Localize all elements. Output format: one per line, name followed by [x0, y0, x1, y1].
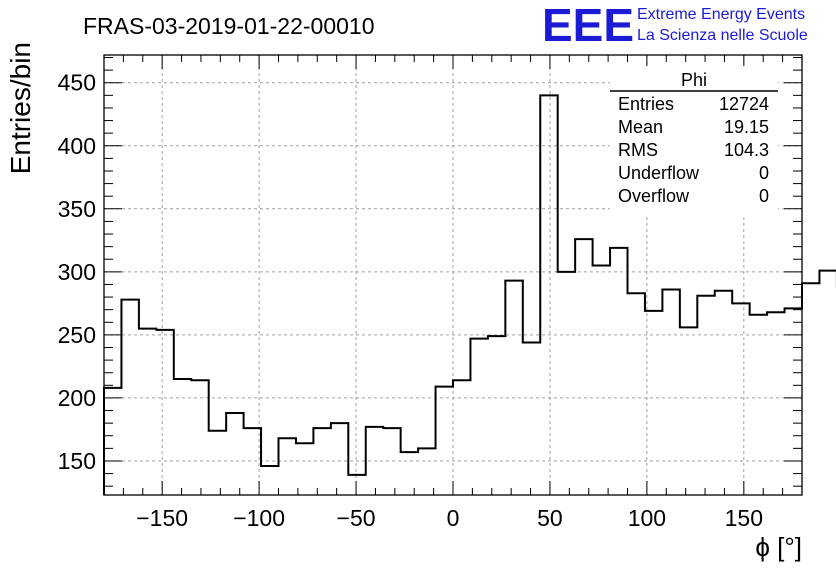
axis-ticks — [103, 55, 803, 495]
histogram-bin — [505, 281, 522, 495]
histogram-bin — [436, 387, 453, 495]
histogram-bin — [174, 379, 191, 495]
histogram-bin — [645, 311, 662, 495]
y-tick-label: 350 — [58, 196, 96, 222]
histogram-bin — [244, 428, 261, 495]
stats-row-value: 19.15 — [724, 117, 769, 137]
x-tick-label: −100 — [233, 505, 285, 531]
x-tick-label: 100 — [628, 505, 666, 531]
y-tick-label: 450 — [58, 70, 96, 96]
stats-row-value: 12724 — [719, 94, 769, 114]
histogram-bin — [470, 339, 487, 495]
histogram-bin — [121, 300, 138, 495]
histogram-bin — [209, 431, 226, 495]
histogram-bin — [331, 423, 348, 495]
histogram-bin — [366, 427, 383, 495]
eee-logo-line2: La Scienza nelle Scuole — [637, 27, 808, 44]
histogram-bin — [732, 303, 749, 495]
histogram-bin — [313, 428, 330, 495]
stats-row-value: 0 — [759, 163, 769, 183]
histogram-bin — [662, 289, 679, 495]
y-tick-label: 150 — [58, 448, 96, 474]
histogram-bin — [750, 315, 767, 495]
stats-row-label: Mean — [618, 117, 663, 137]
eee-logo-letters: EEE — [542, 0, 634, 51]
histogram-bin — [279, 438, 296, 495]
histogram-bin — [261, 466, 278, 495]
histogram-bin — [680, 327, 697, 495]
histogram-bin — [575, 239, 592, 495]
x-tick-label: −150 — [136, 505, 188, 531]
x-tick-labels: −150 −100 −50 0 50 100 150 — [136, 505, 763, 531]
y-tick-label: 250 — [58, 322, 96, 348]
histogram-bin — [296, 443, 313, 495]
y-tick-label: 400 — [58, 133, 96, 159]
histogram-bin — [715, 291, 732, 495]
x-tick-label: 50 — [537, 505, 563, 531]
histogram-bin — [610, 248, 627, 495]
stats-row-label: Underflow — [618, 163, 700, 183]
histogram-bin — [558, 272, 575, 495]
histogram-bin — [104, 388, 121, 495]
histogram-bin — [418, 448, 435, 495]
histogram-bin — [488, 336, 505, 495]
histogram-bin — [593, 266, 610, 495]
histogram-bin — [383, 428, 400, 495]
histogram-bin — [191, 380, 208, 495]
x-tick-label: 0 — [447, 505, 460, 531]
histogram-line — [103, 94, 836, 495]
histogram-bin — [226, 413, 243, 495]
x-tick-label: 150 — [725, 505, 763, 531]
histogram-bin — [156, 330, 173, 495]
histogram-bin — [802, 283, 819, 495]
y-tick-labels: 150 200 250 300 350 400 450 — [58, 70, 96, 474]
stats-row-label: RMS — [618, 140, 658, 160]
y-tick-label: 300 — [58, 259, 96, 285]
stats-row-value: 0 — [759, 186, 769, 206]
histogram-bin — [401, 452, 418, 495]
stats-rows: Entries 12724 Mean 19.15 RMS 104.3 Underflow 0 O… — [618, 94, 769, 206]
stats-row-label: Entries — [618, 94, 674, 114]
eee-logo: EEE Extreme Energy Events La Scienza nel… — [542, 0, 808, 51]
stats-row-value: 104.3 — [724, 140, 769, 160]
stats-box-title: Phi — [681, 70, 707, 90]
histogram-bin — [523, 342, 540, 495]
histogram-bin — [139, 329, 156, 495]
y-axis-title: Entries/bin — [5, 42, 36, 174]
x-tick-label: −50 — [337, 505, 376, 531]
grid-lines — [104, 55, 802, 495]
histogram-bin — [697, 296, 714, 495]
histogram-bin — [348, 475, 365, 495]
y-tick-label: 200 — [58, 385, 96, 411]
x-axis-title: ϕ [°] — [755, 532, 802, 562]
histogram-bin — [785, 308, 802, 495]
histogram-bin — [540, 95, 557, 495]
eee-logo-line1: Extreme Energy Events — [637, 6, 805, 23]
histogram-bin — [819, 271, 836, 495]
stats-box: Phi Entries 12724 Mean 19.15 RMS 104.3 Underfl… — [610, 66, 778, 214]
stats-row-label: Overflow — [618, 186, 690, 206]
histogram-bin — [767, 312, 784, 495]
histogram-bin — [628, 293, 645, 495]
chart-title: FRAS-03-2019-01-22-00010 — [83, 13, 375, 39]
histogram-bin — [453, 380, 470, 495]
